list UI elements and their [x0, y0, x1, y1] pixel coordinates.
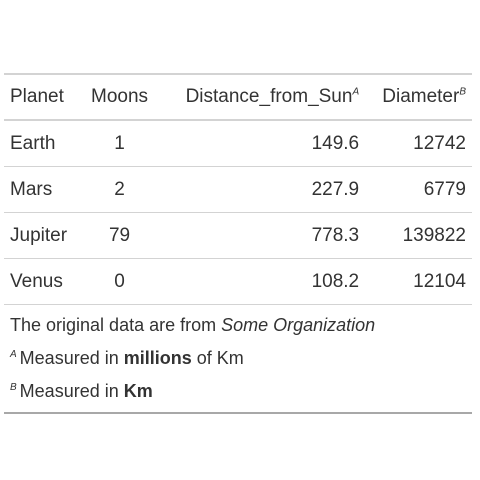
cell-planet: Jupiter [4, 212, 82, 259]
cell-diameter: 6779 [365, 166, 472, 213]
header-distance-from-sun: Distance_from_SunA [158, 74, 366, 121]
cell-moons: 2 [81, 166, 159, 213]
cell-diameter: 12104 [365, 258, 472, 305]
header-row: Planet Moons Distance_from_SunA Diameter… [4, 74, 472, 121]
footnote-mark: A [10, 349, 17, 360]
footnote-row: B Measured in Km [4, 375, 472, 413]
header-moons: Moons [81, 74, 159, 121]
footnote-marker-a: A [352, 86, 360, 98]
cell-diameter: 139822 [365, 212, 472, 259]
cell-distance: 149.6 [158, 120, 366, 167]
planets-table: Planet Moons Distance_from_SunA Diameter… [4, 73, 472, 414]
data-table-container: Planet Moons Distance_from_SunA Diameter… [4, 73, 472, 414]
table-row: Jupiter 79 778.3 139822 [4, 212, 472, 259]
cell-moons: 79 [81, 212, 159, 259]
footnote-mark: B [10, 382, 17, 393]
cell-planet: Earth [4, 120, 82, 167]
cell-planet: Venus [4, 258, 82, 305]
cell-distance: 778.3 [158, 212, 366, 259]
header-planet: Planet [4, 74, 82, 121]
cell-moons: 0 [81, 258, 159, 305]
cell-moons: 1 [81, 120, 159, 167]
footnote-marker-b: B [459, 86, 466, 98]
table-row: Mars 2 227.9 6779 [4, 166, 472, 213]
footnote-a: A Measured in millions of Km [10, 348, 244, 368]
cell-distance: 108.2 [158, 258, 366, 305]
footnote-b: B Measured in Km [10, 381, 153, 401]
source-note: The original data are from Some Organiza… [10, 315, 376, 335]
footnote-row: A Measured in millions of Km [4, 342, 472, 375]
cell-distance: 227.9 [158, 166, 366, 213]
cell-planet: Mars [4, 166, 82, 213]
header-diameter: DiameterB [365, 74, 472, 121]
table-row: Earth 1 149.6 12742 [4, 120, 472, 167]
source-name: Some Organization [221, 315, 376, 335]
source-note-row: The original data are from Some Organiza… [4, 305, 472, 343]
cell-diameter: 12742 [365, 120, 472, 167]
table-row: Venus 0 108.2 12104 [4, 258, 472, 305]
